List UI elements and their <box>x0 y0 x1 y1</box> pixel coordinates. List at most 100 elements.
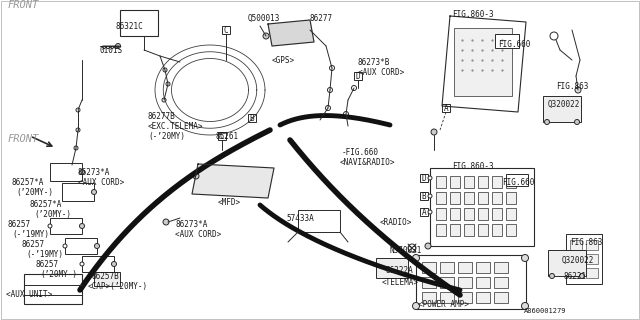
Circle shape <box>428 194 432 198</box>
Text: <NAVI&RADIO>: <NAVI&RADIO> <box>340 158 396 167</box>
Bar <box>478 192 488 204</box>
Bar <box>376 258 408 278</box>
Circle shape <box>162 98 166 102</box>
Text: 86321C: 86321C <box>115 22 143 31</box>
Bar <box>570 240 582 250</box>
Circle shape <box>425 243 431 249</box>
Circle shape <box>545 119 550 124</box>
Bar <box>422 262 436 273</box>
Bar <box>436 224 446 236</box>
Bar <box>478 176 488 188</box>
Bar <box>506 192 516 204</box>
Text: 0101S: 0101S <box>100 46 123 55</box>
Text: <CAP>(’20MY-): <CAP>(’20MY-) <box>88 282 148 291</box>
Bar <box>62 183 94 201</box>
Bar <box>464 224 474 236</box>
Circle shape <box>550 32 558 40</box>
Bar <box>543 96 581 122</box>
Text: 86257: 86257 <box>8 220 31 229</box>
Circle shape <box>330 66 335 70</box>
Bar <box>464 192 474 204</box>
Bar <box>566 234 602 284</box>
Circle shape <box>193 173 199 179</box>
Text: 57433A: 57433A <box>286 214 314 223</box>
Bar <box>420 208 428 216</box>
Text: FRONT: FRONT <box>8 0 39 10</box>
Circle shape <box>115 44 120 49</box>
Bar <box>436 192 446 204</box>
Text: <RADIO>: <RADIO> <box>380 218 412 227</box>
Text: (-’19MY): (-’19MY) <box>12 230 49 239</box>
Bar <box>50 163 82 181</box>
Text: FIG.863: FIG.863 <box>556 82 588 91</box>
Text: N370031: N370031 <box>390 246 422 255</box>
Bar <box>458 262 472 273</box>
Text: (’20MY-): (’20MY-) <box>34 210 71 219</box>
Circle shape <box>428 210 432 214</box>
Bar <box>422 277 436 288</box>
Circle shape <box>76 108 80 112</box>
Circle shape <box>522 254 529 261</box>
Circle shape <box>328 87 333 92</box>
Text: <TELEMA>: <TELEMA> <box>382 278 419 287</box>
Bar <box>442 104 450 112</box>
Circle shape <box>413 254 419 261</box>
Bar <box>476 292 490 303</box>
Text: (’20MY-): (’20MY-) <box>16 188 53 197</box>
Circle shape <box>579 274 584 278</box>
Circle shape <box>408 244 416 252</box>
Circle shape <box>74 146 78 150</box>
Bar <box>586 268 598 278</box>
Circle shape <box>95 244 99 249</box>
Bar <box>82 256 114 272</box>
Text: <AUX CORD>: <AUX CORD> <box>358 68 404 77</box>
Bar <box>24 274 82 304</box>
Text: <POWER AMP>: <POWER AMP> <box>418 300 469 309</box>
Circle shape <box>575 119 579 124</box>
Text: 86277: 86277 <box>310 14 333 23</box>
Bar <box>450 224 460 236</box>
Text: FIG.863: FIG.863 <box>570 238 602 247</box>
Text: B: B <box>250 114 254 123</box>
Bar <box>548 250 586 276</box>
Text: 86273*A: 86273*A <box>175 220 207 229</box>
Bar <box>416 255 526 309</box>
Bar <box>458 292 472 303</box>
Bar <box>298 210 340 232</box>
Bar <box>492 176 502 188</box>
Circle shape <box>63 244 67 248</box>
Text: 86257*A: 86257*A <box>30 200 62 209</box>
Bar <box>454 28 512 96</box>
Text: 85261: 85261 <box>216 132 239 141</box>
Bar <box>476 262 490 273</box>
Circle shape <box>166 82 170 86</box>
Text: D: D <box>422 173 426 182</box>
Bar <box>422 292 436 303</box>
Text: Q500013: Q500013 <box>248 14 280 23</box>
Polygon shape <box>192 164 274 198</box>
Text: B: B <box>422 191 426 201</box>
Circle shape <box>263 33 269 39</box>
Text: FIG.660: FIG.660 <box>502 178 534 187</box>
Circle shape <box>163 219 169 225</box>
Bar <box>478 224 488 236</box>
Text: 86273*A: 86273*A <box>78 168 110 177</box>
Circle shape <box>92 189 97 195</box>
Circle shape <box>550 274 554 278</box>
Circle shape <box>79 170 84 174</box>
Circle shape <box>326 106 330 110</box>
Bar <box>506 174 528 186</box>
Bar <box>458 277 472 288</box>
Bar <box>248 114 256 122</box>
Polygon shape <box>268 20 314 46</box>
Text: (-’20MY): (-’20MY) <box>148 132 185 141</box>
Text: A: A <box>422 207 426 217</box>
Circle shape <box>575 87 581 93</box>
Text: <MFD>: <MFD> <box>218 198 241 207</box>
Bar <box>120 10 158 36</box>
Text: 86257*A: 86257*A <box>12 178 44 187</box>
Circle shape <box>351 85 356 91</box>
Bar <box>436 176 446 188</box>
Circle shape <box>431 129 437 135</box>
Bar <box>450 176 460 188</box>
